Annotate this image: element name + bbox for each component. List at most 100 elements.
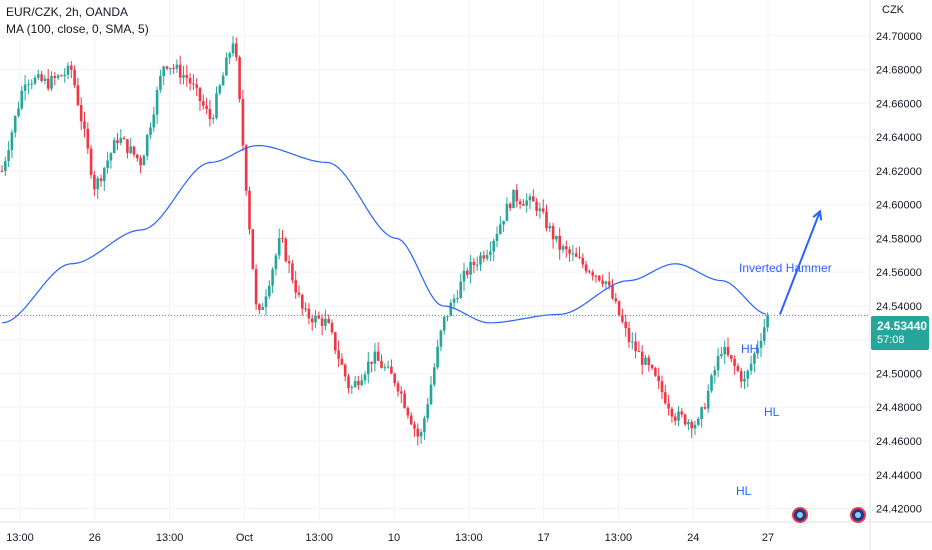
candle-body bbox=[76, 85, 80, 105]
candle-body bbox=[231, 43, 235, 54]
candle-body bbox=[657, 375, 660, 382]
candle-body bbox=[126, 139, 129, 153]
y-tick-label: 24.60000 bbox=[876, 200, 922, 212]
candle-body bbox=[574, 253, 578, 257]
candle-body bbox=[248, 190, 251, 230]
candle-body bbox=[284, 238, 288, 262]
candle-body bbox=[373, 351, 377, 364]
candle-body bbox=[155, 90, 159, 115]
candle-body bbox=[667, 403, 670, 409]
candle-body bbox=[244, 145, 248, 191]
candle-body bbox=[383, 367, 387, 369]
candle-body bbox=[409, 415, 413, 425]
candle-body bbox=[43, 78, 47, 81]
candle-body bbox=[446, 315, 449, 317]
candle-body bbox=[347, 376, 350, 389]
candle-body bbox=[159, 75, 162, 91]
candle-body bbox=[396, 383, 400, 392]
candle-body bbox=[317, 315, 321, 319]
x-tick-label: 26 bbox=[89, 532, 101, 544]
candle-body bbox=[40, 74, 43, 81]
last-price-value: 24.53440 bbox=[877, 319, 928, 333]
candle-body bbox=[522, 204, 525, 206]
indicator-label[interactable]: MA (100, close, 0, SMA, 5) bbox=[6, 22, 149, 36]
candle-body bbox=[749, 363, 753, 371]
candle-body bbox=[350, 387, 354, 389]
candle-body bbox=[235, 43, 238, 58]
candle-body bbox=[723, 346, 726, 355]
x-tick-label: 13:00 bbox=[455, 532, 483, 544]
candle-body bbox=[697, 419, 700, 425]
x-tick-label: 13:00 bbox=[6, 532, 34, 544]
candle-body bbox=[677, 411, 680, 421]
candle-body bbox=[66, 65, 70, 75]
candle-body bbox=[525, 200, 528, 206]
candle-body bbox=[654, 368, 657, 376]
candle-body bbox=[33, 77, 37, 84]
candle-body bbox=[149, 127, 152, 135]
candle-body bbox=[37, 74, 40, 78]
candle-body bbox=[225, 57, 228, 76]
candle-body bbox=[736, 366, 740, 371]
candle-body bbox=[673, 416, 677, 421]
candle-body bbox=[594, 275, 598, 277]
candle-body bbox=[23, 84, 27, 91]
candle-body bbox=[13, 115, 17, 133]
event-marker-icon[interactable] bbox=[850, 507, 866, 523]
candle-body bbox=[650, 365, 654, 369]
candle-body bbox=[535, 201, 538, 211]
candle-body bbox=[571, 253, 575, 255]
candle-body bbox=[162, 66, 165, 76]
y-tick-label: 24.62000 bbox=[876, 166, 922, 178]
y-tick-label: 24.64000 bbox=[876, 132, 922, 144]
candle-body bbox=[192, 83, 195, 85]
candle-body bbox=[439, 330, 443, 347]
candle-body bbox=[621, 315, 624, 322]
candle-body bbox=[281, 238, 284, 240]
event-marker-icon[interactable] bbox=[792, 507, 808, 523]
candle-body bbox=[492, 240, 495, 252]
candle-body bbox=[294, 280, 297, 293]
candle-body bbox=[195, 84, 198, 88]
candle-body bbox=[403, 393, 406, 408]
candle-body bbox=[142, 155, 146, 166]
candle-body bbox=[169, 67, 172, 69]
candle-body bbox=[363, 374, 367, 381]
annotation-hl-right: HL bbox=[764, 405, 780, 419]
candle-body bbox=[109, 153, 113, 161]
candle-body bbox=[598, 275, 601, 281]
candle-body bbox=[426, 404, 429, 419]
symbol-label: EUR/CZK, 2h, OANDA bbox=[6, 5, 129, 19]
y-tick-label: 24.42000 bbox=[876, 504, 922, 516]
candle-body bbox=[716, 355, 720, 371]
candle-body bbox=[17, 108, 20, 116]
candle-body bbox=[739, 370, 743, 382]
candle-body bbox=[50, 76, 53, 89]
bar-countdown: 57:08 bbox=[877, 334, 905, 346]
candle-body bbox=[334, 332, 337, 351]
candle-body bbox=[413, 424, 416, 429]
candle-body bbox=[136, 154, 139, 159]
candle-body bbox=[129, 146, 132, 153]
candle-body bbox=[693, 424, 697, 429]
x-tick-label: 10 bbox=[388, 532, 400, 544]
projection-arrow-head bbox=[812, 209, 823, 221]
candle-body bbox=[119, 137, 123, 143]
candle-body bbox=[376, 351, 380, 361]
candle-body bbox=[703, 407, 707, 409]
candle-body bbox=[763, 327, 766, 341]
candle-body bbox=[27, 83, 30, 85]
candle-body bbox=[429, 384, 433, 405]
candle-body bbox=[555, 235, 558, 240]
candle-body bbox=[419, 432, 423, 437]
candle-body bbox=[449, 302, 453, 316]
candle-body bbox=[442, 316, 446, 331]
currency-label[interactable]: CZK bbox=[882, 4, 904, 16]
candle-body bbox=[624, 321, 627, 329]
candle-body bbox=[393, 373, 396, 384]
candle-body bbox=[687, 421, 690, 425]
candle-body bbox=[515, 189, 519, 202]
candle-body bbox=[558, 235, 561, 250]
candle-body bbox=[304, 308, 307, 310]
